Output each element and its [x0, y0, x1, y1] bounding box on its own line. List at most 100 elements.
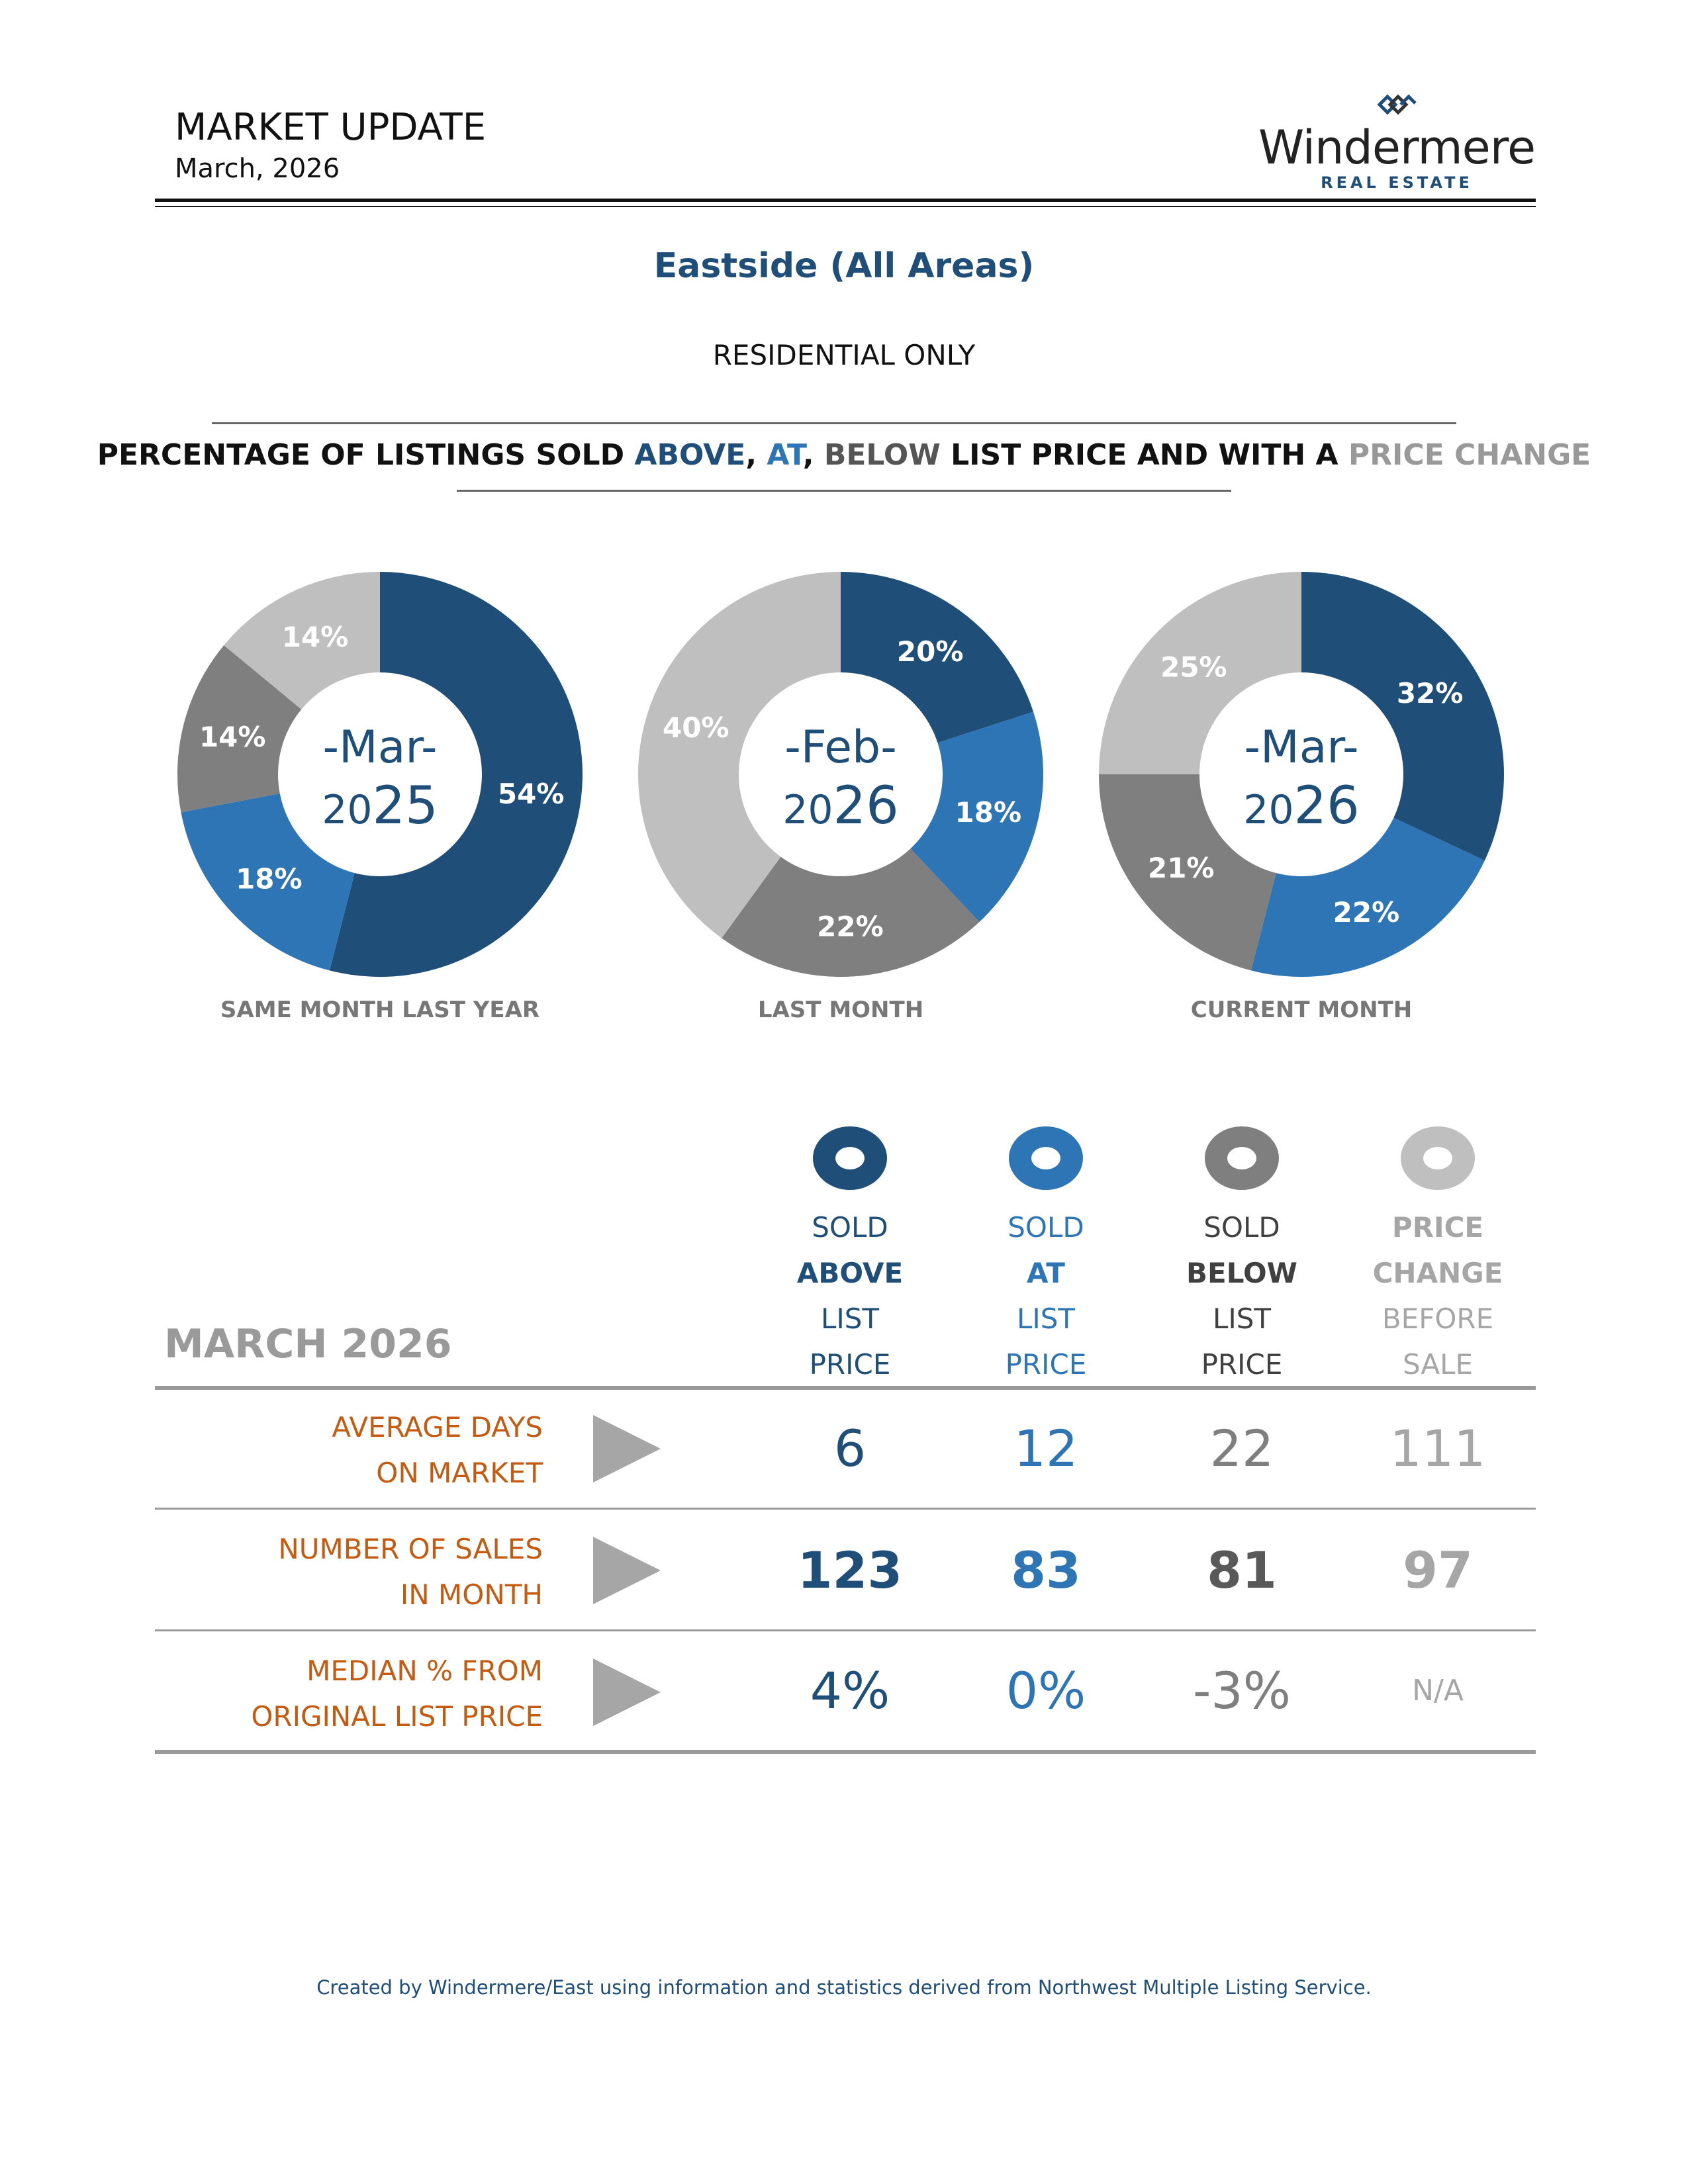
legend-above-icon: [813, 1126, 887, 1190]
column-header-line: SOLD: [1203, 1211, 1280, 1244]
row-label-line: MEDIAN % FROM: [306, 1655, 543, 1687]
row-label-line: ORIGINAL LIST PRICE: [251, 1700, 543, 1733]
row-label-number-of-sales: NUMBER OF SALES IN MONTH: [199, 1526, 543, 1617]
donut-segment-change: [1099, 572, 1301, 774]
column-header-line: PRICE: [1201, 1348, 1283, 1381]
donut-label-change: 14%: [282, 621, 349, 653]
row-label-line: IN MONTH: [400, 1578, 543, 1611]
column-header-below: SOLD BELOW LIST PRICE: [1156, 1205, 1328, 1387]
row-label-line: ON MARKET: [376, 1457, 543, 1489]
section-title-mid: LIST PRICE AND WITH A: [940, 438, 1348, 472]
cell-median-below: -3%: [1193, 1661, 1291, 1720]
donut-segment-below: [177, 645, 302, 813]
donut-label-below: 21%: [1148, 852, 1215, 884]
logo-wordmark: Windermere: [1258, 120, 1536, 175]
donut-label-change: 25%: [1160, 651, 1227, 683]
donut-label-above: 20%: [897, 635, 964, 668]
column-header-line: BEFORE: [1382, 1302, 1494, 1335]
section-title-sep1: ,: [745, 438, 767, 472]
cell-median-above: 4%: [810, 1661, 890, 1720]
donut-label-above: 32%: [1397, 677, 1464, 709]
row-label-median-percent: MEDIAN % FROM ORIGINAL LIST PRICE: [199, 1648, 543, 1739]
donut-label-above: 54%: [498, 778, 565, 810]
row-label-line: NUMBER OF SALES: [278, 1533, 543, 1565]
chart-caption-last-month: LAST MONTH: [757, 997, 924, 1023]
donut-center-month: -Feb-: [784, 721, 896, 774]
windermere-diamond-icon: [1377, 94, 1417, 115]
donut-center-year: 2026: [782, 776, 899, 836]
section-title-sep2: ,: [802, 438, 824, 472]
donut-segment-at: [1250, 817, 1485, 977]
play-arrow-icon: [593, 1415, 661, 1482]
section-title-change: PRICE CHANGE: [1348, 438, 1591, 472]
donut-segment-below: [1099, 774, 1276, 971]
donut-label-below: 22%: [817, 911, 884, 943]
section-title: PERCENTAGE OF LISTINGS SOLD ABOVE, AT, B…: [0, 438, 1688, 472]
donut-label-below: 14%: [199, 721, 266, 753]
table-rule: [155, 1629, 1536, 1631]
table-rule-bottom: [155, 1750, 1536, 1754]
play-arrow-icon: [593, 1659, 661, 1726]
donut-chart-same-month-last-year: 54% 18% 14% 14% -Mar-2025: [177, 572, 583, 977]
windermere-logo: Windermere REAL ESTATE: [1258, 93, 1536, 192]
column-header-line: BELOW: [1186, 1257, 1297, 1289]
column-header-line: LIST: [1016, 1302, 1076, 1335]
column-header-line: PRICE: [1005, 1348, 1087, 1381]
section-title-below: BELOW: [823, 438, 941, 472]
header-rule-thin: [155, 206, 1536, 207]
column-header-change: PRICE CHANGE BEFORE SALE: [1352, 1205, 1524, 1387]
donut-chart-current-month: 32% 22% 21% 25% -Mar-2026: [1099, 572, 1504, 977]
cell-median-change: N/A: [1412, 1674, 1464, 1707]
section-title-above: ABOVE: [634, 438, 746, 472]
logo-subtitle: REAL ESTATE: [1321, 173, 1473, 192]
cell-days-change: 111: [1389, 1419, 1486, 1478]
cell-sales-at: 83: [1011, 1541, 1081, 1600]
table-rule: [155, 1508, 1536, 1510]
column-header-line: CHANGE: [1372, 1257, 1503, 1289]
donut-center-month: -Mar-: [322, 721, 437, 774]
column-header-line: PRICE: [1391, 1211, 1484, 1244]
donut-segment-below: [722, 848, 980, 977]
column-header-line: SOLD: [1008, 1211, 1084, 1244]
donut-segment-at: [181, 793, 355, 971]
header-rule: [155, 199, 1536, 202]
donut-label-at: 18%: [955, 796, 1022, 829]
donut-center-year: 2025: [322, 776, 438, 836]
legend-change-icon: [1401, 1126, 1475, 1190]
column-header-line: ABOVE: [796, 1257, 904, 1289]
section-title-at: AT: [767, 438, 803, 472]
column-header-line: LIST: [1212, 1302, 1272, 1335]
column-header-line: SOLD: [812, 1211, 888, 1244]
cell-sales-above: 123: [797, 1541, 903, 1600]
cell-days-below: 22: [1209, 1419, 1274, 1478]
chart-caption-same-month-last-year: SAME MONTH LAST YEAR: [220, 997, 540, 1023]
donut-label-at: 18%: [236, 862, 303, 895]
area-title: Eastside (All Areas): [653, 246, 1035, 286]
section-rule-bottom: [457, 490, 1231, 492]
report-title: MARKET UPDATE: [175, 106, 487, 149]
donut-segment-change: [224, 572, 380, 709]
table-rule-top: [155, 1386, 1536, 1390]
play-arrow-icon: [593, 1537, 661, 1604]
donut-label-change: 40%: [663, 711, 729, 744]
section-rule-top: [212, 422, 1456, 424]
cell-sales-below: 81: [1207, 1541, 1277, 1600]
donut-segment-above: [841, 572, 1034, 743]
cell-days-at: 12: [1013, 1419, 1078, 1478]
cell-days-above: 6: [833, 1419, 867, 1478]
column-header-line: PRICE: [809, 1348, 891, 1381]
legend-below-icon: [1205, 1126, 1279, 1190]
column-header-above: SOLD ABOVE LIST PRICE: [764, 1205, 936, 1387]
donut-segment-above: [1301, 572, 1504, 861]
column-header-line: AT: [1027, 1257, 1065, 1289]
donut-segment-above: [329, 572, 583, 977]
column-header-line: LIST: [820, 1302, 880, 1335]
donut-center-month: -Mar-: [1244, 721, 1358, 774]
table-title: MARCH 2026: [164, 1321, 452, 1367]
residential-only-label: RESIDENTIAL ONLY: [712, 339, 976, 371]
row-label-average-days: AVERAGE DAYS ON MARKET: [199, 1404, 543, 1496]
donut-segment-change: [638, 572, 841, 938]
donut-segment-at: [910, 711, 1043, 923]
column-header-line: SALE: [1402, 1348, 1474, 1381]
footer-note: Created by Windermere/East using informa…: [316, 1976, 1372, 1999]
